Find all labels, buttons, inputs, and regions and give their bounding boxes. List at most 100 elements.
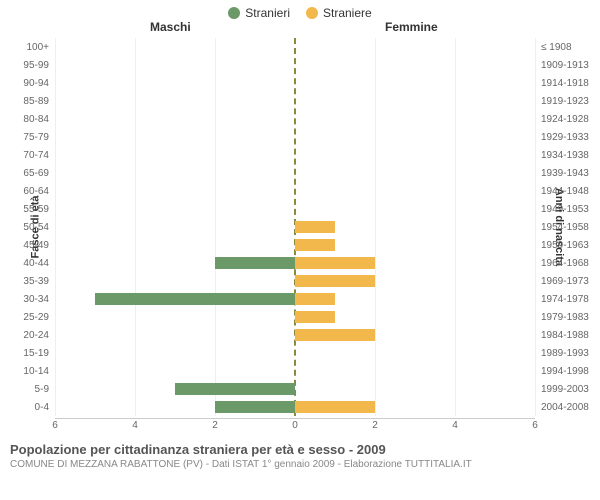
- birth-year-label: 1934-1938: [535, 150, 600, 161]
- plot-cell: [55, 329, 535, 341]
- plot-cell: [55, 293, 535, 305]
- table-row: 75-791929-1933: [0, 128, 600, 146]
- male-half: [55, 221, 295, 233]
- x-tick: 6: [52, 420, 58, 431]
- table-row: 50-541954-1958: [0, 218, 600, 236]
- male-half: [55, 77, 295, 89]
- legend-item-female: Straniere: [306, 6, 372, 20]
- legend-item-male: Stranieri: [228, 6, 290, 20]
- table-row: 90-941914-1918: [0, 74, 600, 92]
- age-label: 65-69: [0, 168, 55, 179]
- birth-year-label: 1979-1983: [535, 312, 600, 323]
- female-half: [295, 365, 535, 377]
- age-label: 35-39: [0, 276, 55, 287]
- age-label: 95-99: [0, 60, 55, 71]
- male-half: [55, 113, 295, 125]
- birth-year-label: 1944-1948: [535, 186, 600, 197]
- male-half: [55, 59, 295, 71]
- plot-cell: [55, 131, 535, 143]
- bar-male: [175, 383, 295, 395]
- birth-year-label: 1909-1913: [535, 60, 600, 71]
- age-label: 85-89: [0, 96, 55, 107]
- female-half: [295, 329, 535, 341]
- table-row: 40-441964-1968: [0, 254, 600, 272]
- birth-year-label: 1929-1933: [535, 132, 600, 143]
- plot-cell: [55, 113, 535, 125]
- male-half: [55, 131, 295, 143]
- bar-female: [295, 257, 375, 269]
- male-half: [55, 185, 295, 197]
- plot-cell: [55, 365, 535, 377]
- plot-cell: [55, 185, 535, 197]
- female-half: [295, 77, 535, 89]
- x-axis-ticks: 6420246: [0, 418, 600, 436]
- table-row: 65-69 1939-1943: [0, 164, 600, 182]
- birth-year-label: 1989-1993: [535, 348, 600, 359]
- age-label: 5-9: [0, 384, 55, 395]
- plot-cell: [55, 167, 535, 179]
- bar-male: [215, 401, 295, 413]
- table-row: 30-341974-1978: [0, 290, 600, 308]
- female-half: [295, 239, 535, 251]
- table-row: 95-99 1909-1913: [0, 56, 600, 74]
- birth-year-label: ≤ 1908: [535, 42, 600, 53]
- female-half: [295, 113, 535, 125]
- table-row: 55-591949-1953: [0, 200, 600, 218]
- header-male: Maschi: [150, 20, 191, 34]
- plot-cell: [55, 257, 535, 269]
- table-row: 15-191989-1993: [0, 344, 600, 362]
- female-half: [295, 203, 535, 215]
- x-axis: 6420246: [0, 418, 600, 436]
- x-tick: 2: [212, 420, 218, 431]
- plot-cell: [55, 401, 535, 413]
- birth-year-label: 1939-1943: [535, 168, 600, 179]
- birth-year-label: 1974-1978: [535, 294, 600, 305]
- table-row: 0-4 2004-2008: [0, 398, 600, 416]
- plot-cell: [55, 203, 535, 215]
- female-half: [295, 293, 535, 305]
- plot-cell: [55, 221, 535, 233]
- bar-female: [295, 239, 335, 251]
- plot-cell: [55, 383, 535, 395]
- age-label: 60-64: [0, 186, 55, 197]
- birth-year-label: 1994-1998: [535, 366, 600, 377]
- male-half: [55, 401, 295, 413]
- bar-female: [295, 401, 375, 413]
- male-half: [55, 293, 295, 305]
- female-half: [295, 401, 535, 413]
- legend: Stranieri Straniere: [0, 0, 600, 20]
- female-half: [295, 275, 535, 287]
- table-row: 100+≤ 1908: [0, 38, 600, 56]
- table-row: 70-741934-1938: [0, 146, 600, 164]
- age-label: 0-4: [0, 402, 55, 413]
- birth-year-label: 2004-2008: [535, 402, 600, 413]
- x-tick: 4: [132, 420, 138, 431]
- table-row: 45-491959-1963: [0, 236, 600, 254]
- female-half: [295, 257, 535, 269]
- female-half: [295, 131, 535, 143]
- footer: Popolazione per cittadinanza straniera p…: [0, 436, 600, 470]
- bar-female: [295, 221, 335, 233]
- birth-year-label: 1964-1968: [535, 258, 600, 269]
- header-female: Femmine: [385, 20, 438, 34]
- male-half: [55, 329, 295, 341]
- age-label: 55-59: [0, 204, 55, 215]
- birth-year-label: 1954-1958: [535, 222, 600, 233]
- male-half: [55, 275, 295, 287]
- male-half: [55, 149, 295, 161]
- table-row: 60-64 1944-1948: [0, 182, 600, 200]
- population-pyramid: Fasce di età Anni di nascita 100+≤ 19089…: [0, 38, 600, 416]
- plot-cell: [55, 41, 535, 53]
- plot-cell: [55, 275, 535, 287]
- female-half: [295, 59, 535, 71]
- bar-male: [95, 293, 295, 305]
- male-half: [55, 239, 295, 251]
- x-tick: 4: [452, 420, 458, 431]
- plot-cell: [55, 311, 535, 323]
- table-row: 85-891919-1923: [0, 92, 600, 110]
- x-tick: 2: [372, 420, 378, 431]
- table-row: 35-391969-1973: [0, 272, 600, 290]
- male-half: [55, 365, 295, 377]
- legend-swatch-male: [228, 7, 240, 19]
- male-half: [55, 203, 295, 215]
